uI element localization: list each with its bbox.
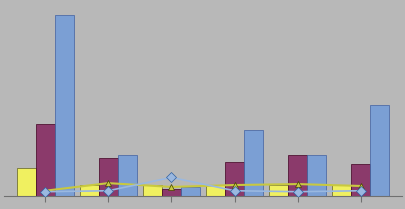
Bar xyxy=(243,130,262,196)
Bar xyxy=(224,162,243,196)
Bar xyxy=(17,168,36,196)
Bar xyxy=(332,185,351,196)
Bar xyxy=(288,154,307,196)
Bar xyxy=(98,158,117,196)
Bar xyxy=(307,154,325,196)
Bar xyxy=(80,185,98,196)
Bar xyxy=(269,185,288,196)
Bar xyxy=(117,154,136,196)
Bar xyxy=(206,185,224,196)
Bar xyxy=(36,124,54,196)
Bar xyxy=(143,185,162,196)
Bar xyxy=(351,164,369,196)
Bar xyxy=(369,105,388,196)
Bar xyxy=(162,189,181,196)
Bar xyxy=(54,15,73,196)
Bar xyxy=(181,187,199,196)
